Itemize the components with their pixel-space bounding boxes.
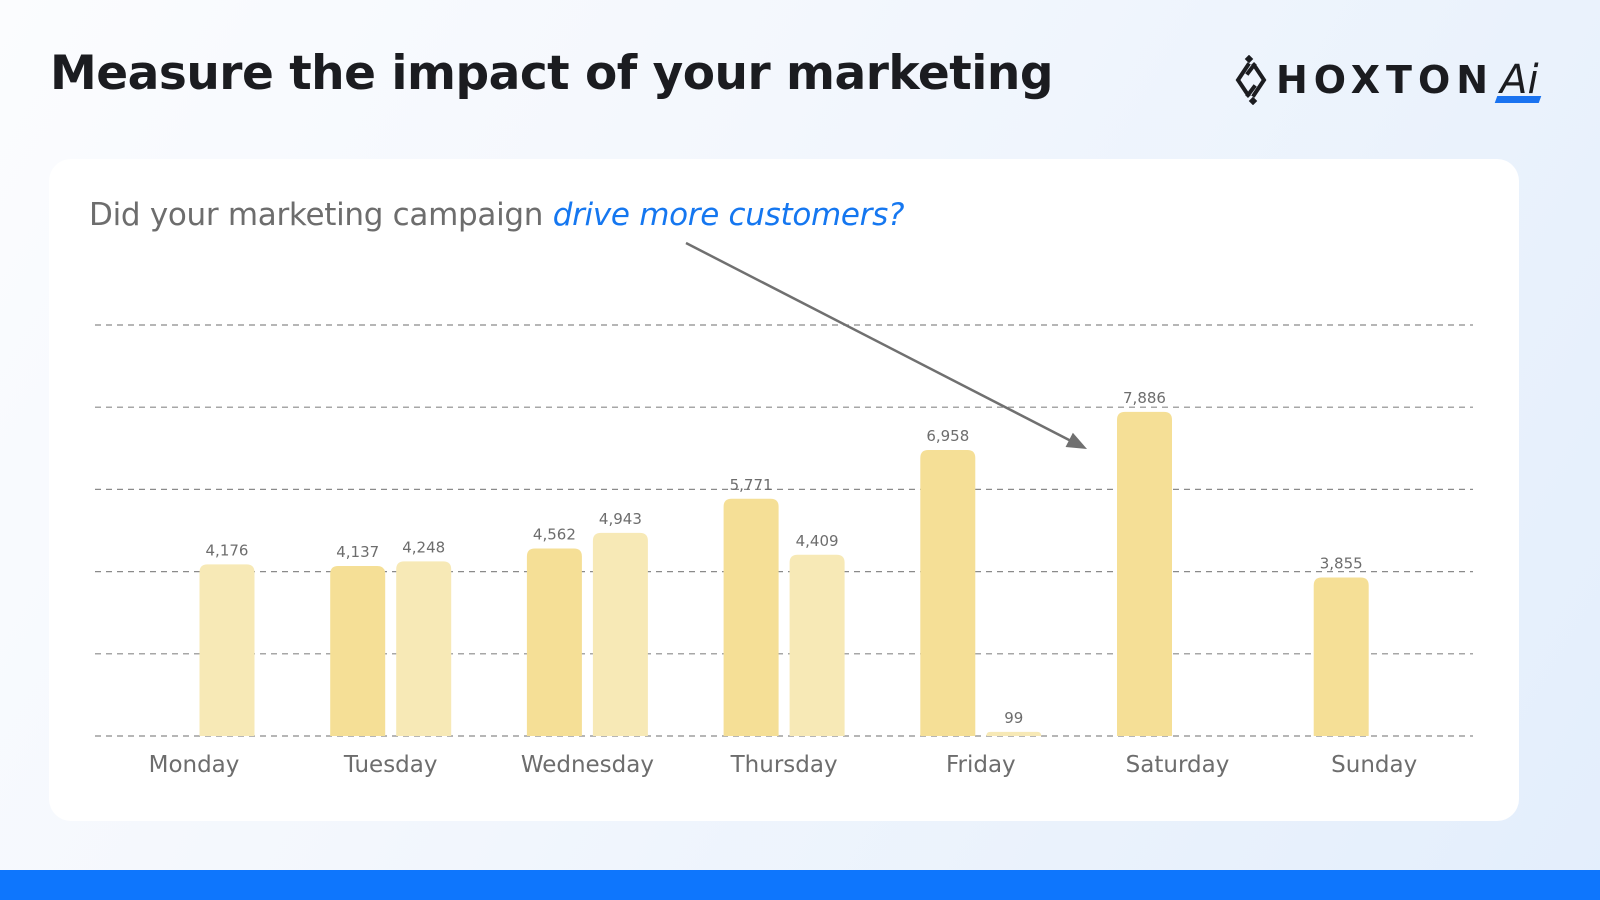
x-axis-label: Friday: [946, 752, 1016, 778]
question-prefix: Did your marketing campaign: [89, 197, 553, 233]
hoxton-logo: HOXTON Ai: [1234, 54, 1543, 106]
x-axis-label: Monday: [149, 752, 240, 778]
bar-value-label: 4,409: [796, 532, 839, 550]
arrowhead-icon: [1065, 432, 1087, 449]
bar-wednesday-series-1: [526, 548, 582, 736]
bar-value-label: 4,562: [533, 526, 576, 544]
bar-monday-series-2: [199, 564, 255, 736]
bar-thursday-series-2: [789, 554, 845, 736]
bar-tuesday-series-1: [330, 565, 386, 736]
question-highlight: drive more customers?: [552, 197, 905, 233]
bar-value-label: 6,958: [926, 427, 969, 445]
hoxton-diamond-icon: [1235, 55, 1267, 105]
bar-tuesday-series-2: [396, 561, 452, 736]
annotation-arrow-line: [685, 241, 1074, 444]
bar-saturday-series-1: [1117, 411, 1172, 736]
bar-value-label: 4,943: [599, 510, 642, 528]
page-title: Measure the impact of your marketing: [50, 46, 1053, 101]
bar-thursday-series-1: [723, 498, 779, 736]
bar-value-label: 4,137: [336, 543, 379, 561]
bar-sunday-series-1: [1313, 577, 1369, 736]
logo-ai-suffix: Ai: [1496, 57, 1542, 103]
logo-wordmark: HOXTON: [1276, 58, 1495, 102]
bar-value-label: 4,248: [402, 538, 445, 556]
chart-question: Did your marketing campaign drive more c…: [89, 197, 904, 233]
bar-friday-series-1: [920, 450, 976, 736]
bar-chart: 4,176 Monday 4,137 4,248 Tuesday 4,562 4,943 We…: [95, 241, 1473, 778]
bar-value-label: 3,855: [1320, 555, 1363, 573]
bar-value-label: 99: [1004, 709, 1023, 727]
bar-friday-series-2: [986, 731, 1042, 736]
bottom-accent-bar: [0, 870, 1600, 900]
x-axis-label: Saturday: [1126, 752, 1230, 778]
x-axis-label: Tuesday: [343, 752, 438, 778]
x-axis-label: Wednesday: [521, 752, 654, 778]
bar-wednesday-series-2: [592, 532, 648, 736]
bar-value-label: 4,176: [206, 541, 249, 559]
bar-value-label: 5,771: [730, 476, 773, 494]
x-axis-label: Sunday: [1331, 752, 1417, 778]
x-axis-label: Thursday: [730, 752, 838, 778]
chart-card: Did your marketing campaign drive more c…: [49, 159, 1519, 821]
bar-value-label: 7,886: [1123, 389, 1166, 407]
